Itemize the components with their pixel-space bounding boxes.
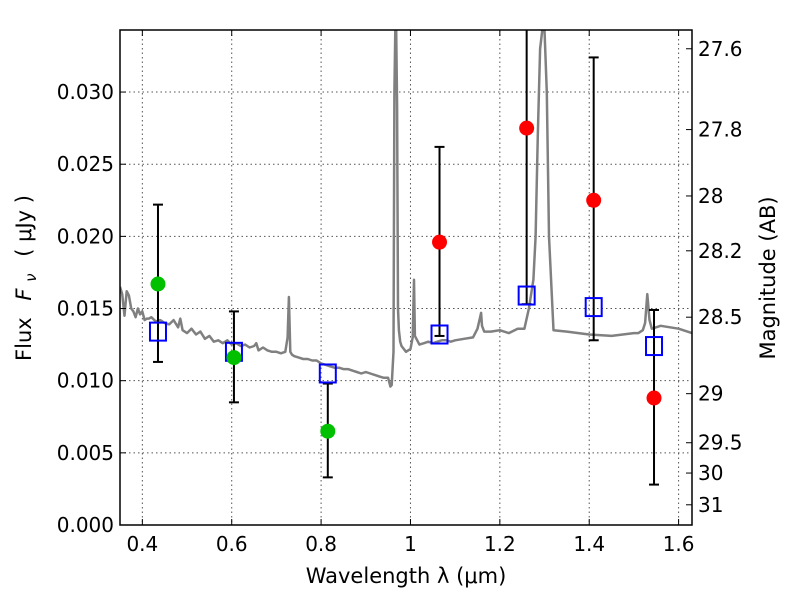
x-tick-label: 1.6 — [663, 532, 695, 556]
x-tick-label: 1.2 — [484, 532, 516, 556]
axes — [119, 29, 693, 526]
model-square-point — [430, 324, 449, 345]
model-square-point — [148, 321, 167, 342]
green-data-point — [226, 350, 242, 366]
y-tick-label: 0.010 — [57, 369, 114, 393]
y2-tick-label: 27.6 — [698, 37, 743, 61]
y-axis-title: Flux F ν ( μJy ) — [12, 195, 41, 361]
y2-tick-label: 28.2 — [698, 239, 743, 263]
svg-text:Flux F ν ( μ: Flux F ν ( μJy ) — [12, 195, 41, 361]
y2-axis-title: Magnitude (AB) — [756, 196, 780, 359]
model-square-point — [584, 297, 603, 318]
y-axis-title-units: ( μJy ) — [12, 195, 36, 257]
red-data-point — [646, 390, 662, 406]
y2-tick-label: 29 — [698, 382, 723, 406]
tick-labels: 0.4 0.6 0.8 1 1.2 1.4 1.6 0.000 0.005 0.010 0.015 0… — [57, 37, 743, 556]
x-tick-label: 1.4 — [573, 532, 605, 556]
y-axis-title-text: Flux — [12, 317, 36, 361]
model-square-point — [318, 363, 337, 384]
y-tick-label: 0.030 — [57, 80, 114, 104]
model-spectrum — [120, 30, 692, 388]
y2-tick-label: 27.8 — [698, 118, 743, 142]
x-tick-label: 0.6 — [216, 532, 248, 556]
red-data-point — [519, 120, 535, 136]
x-tick-label: 0.8 — [305, 532, 337, 556]
data-markers — [148, 120, 664, 439]
y2-tick-label: 31 — [698, 493, 723, 517]
grid-lines — [120, 30, 692, 525]
red-data-point — [432, 234, 448, 250]
x-axis-title: Wavelength λ (μm) — [306, 564, 507, 588]
model-square-point — [645, 336, 664, 357]
y-tick-label: 0.015 — [57, 297, 114, 321]
y-tick-label: 0.000 — [57, 513, 114, 537]
y2-tick-label: 30 — [698, 461, 723, 485]
y2-tick-label: 28.5 — [698, 305, 743, 329]
green-data-point — [320, 423, 336, 439]
x-tick-label: 1 — [404, 532, 417, 556]
plot-frame — [119, 29, 693, 526]
x-tick-label: 0.4 — [126, 532, 158, 556]
y2-tick-label: 29.5 — [698, 431, 743, 455]
y-tick-label: 0.005 — [57, 441, 114, 465]
y-axis-title-symbol: F — [12, 288, 36, 301]
y-tick-label: 0.025 — [57, 152, 114, 176]
model-square-point — [517, 285, 536, 306]
error-bars — [152, 30, 660, 486]
y2-tick-label: 28 — [698, 184, 723, 208]
y-axis-title-subscript: ν — [22, 273, 40, 281]
spectrum-line — [120, 30, 692, 388]
red-data-point — [586, 192, 602, 208]
y-tick-label: 0.020 — [57, 224, 114, 248]
green-data-point — [150, 276, 166, 292]
